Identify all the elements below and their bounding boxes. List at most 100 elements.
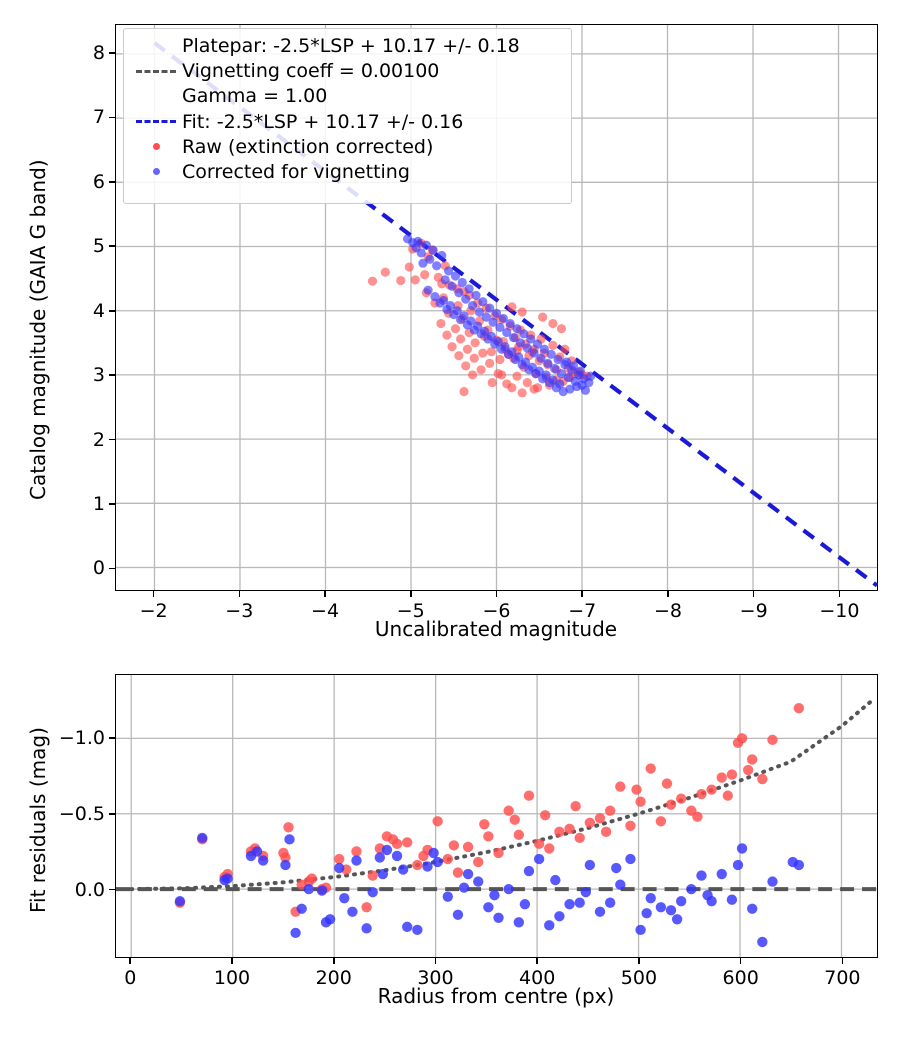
data-point [462,868,474,880]
data-point [507,383,517,393]
legend-group-platepar-vignetting-gamma: Platepar: -2.5*LSP + 10.17 +/- 0.18 Vign… [133,34,562,109]
data-point [442,330,452,340]
legend-entry-fit: Fit: -2.5*LSP + 10.17 +/- 0.16 [133,109,562,134]
data-point [402,234,413,244]
data-point [495,354,505,365]
data-point [671,914,683,925]
legend-handle-raw [133,134,179,159]
y-tick-mark [109,116,115,119]
data-point [476,329,486,339]
data-point [435,298,445,308]
data-point [447,281,457,291]
x-tick-label: 500 [620,967,658,989]
data-point [503,805,514,816]
y-tick-label: 3 [92,364,105,387]
data-point [554,911,565,922]
data-point [515,338,526,348]
data-point [584,817,596,828]
data-point [483,902,494,913]
data-point [615,879,626,890]
photometric-calibration-plot-area [116,25,879,590]
data-point [548,340,558,350]
data-point [493,912,504,923]
data-point [533,853,545,865]
data-point [454,288,464,298]
data-point [533,838,545,850]
x-tick-label: −8 [653,600,682,622]
y-tick-mark [109,567,115,570]
x-axis-title-bottom: Radius from centre (px) [377,984,615,1008]
x-tick-label: 600 [722,967,759,989]
data-point [430,292,440,302]
data-point [554,826,565,837]
data-point [665,905,677,916]
data-point [532,339,543,349]
y-tick-mark [109,503,115,505]
data-point [442,853,453,865]
data-point [522,378,532,388]
x-tick-label: −9 [739,600,768,622]
data-point [580,385,591,395]
data-point [296,903,307,914]
data-point [481,312,491,322]
data-point [450,271,461,281]
data-point [334,853,345,865]
data-point [469,353,479,363]
data-point [556,369,567,379]
x-tick-mark [152,591,155,597]
data-point [197,832,208,844]
data-point [757,773,768,785]
x-tick-mark [752,591,755,597]
data-point [486,347,496,357]
data-point [423,285,433,295]
data-point [736,733,748,744]
x-tick-mark [536,958,538,964]
data-point [459,387,469,397]
data-point [491,308,502,318]
data-point [645,763,656,774]
data-point [425,254,435,264]
data-point [387,834,399,845]
data-point [461,294,471,304]
data-point [476,365,486,375]
x-tick-label: −6 [482,600,511,622]
data-point [510,354,520,365]
data-point [447,342,457,352]
fit-residuals-plot-area [116,675,877,957]
data-point [580,886,591,898]
data-point [498,313,508,323]
data-point [449,309,459,320]
y-tick-mark [109,888,115,891]
dot-red-icon [152,143,160,150]
y-tick-label: 1 [92,493,105,516]
x-tick-label: −5 [396,600,425,622]
data-point [222,873,233,884]
data-point [742,764,754,776]
data-point [611,862,622,874]
y-tick-label: 4 [92,299,105,322]
y-tick-mark [109,181,115,183]
x-tick-mark [838,591,841,597]
data-point [564,823,575,834]
y-tick-mark [109,736,115,739]
x-tick-mark [434,958,437,964]
data-point [747,903,758,914]
y-tick-mark [109,52,115,54]
data-point [594,813,606,824]
data-point [420,270,430,280]
data-point [722,790,734,801]
data-point [251,846,263,857]
data-point [402,921,413,933]
data-point [560,344,570,354]
x-tick-label: −10 [819,600,860,622]
legend-label-raw: Raw (extinction corrected) [182,135,434,158]
data-point [574,897,585,908]
x-tick-label: −3 [225,600,254,622]
data-point [377,868,389,880]
data-point [594,906,606,917]
data-point [600,826,612,837]
data-point [675,793,687,804]
data-point [442,891,453,902]
data-point [512,371,522,381]
